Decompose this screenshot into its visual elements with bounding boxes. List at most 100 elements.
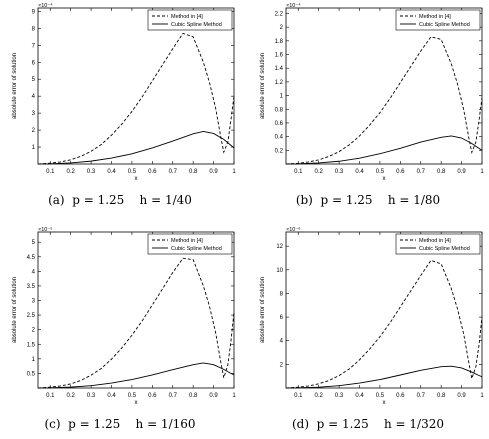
x-tick-label: 0.4 (355, 169, 364, 175)
legend-entry: Method in [4] (171, 238, 203, 244)
y-tick-label: 9 (32, 9, 36, 15)
y-tick-label: 1 (32, 357, 36, 363)
x-tick-label: 0.5 (376, 169, 385, 175)
y-tick-label: 2 (32, 328, 36, 334)
x-tick-label: 0.3 (87, 169, 96, 175)
y-tick-label: 10 (276, 268, 283, 274)
x-tick-label: 0.6 (396, 169, 405, 175)
y-tick-label: 0.8 (275, 107, 284, 113)
legend-entry: Cubic Spline Method (419, 22, 470, 28)
caption-d: (d) p = 1.25 h = 1/320 (291, 417, 444, 431)
chart-a: 0.1 0.2 0.3 0.4 0.5 0.6 0.7 0.8 0.9 1 1 2 3 4 5 6 7 8 9×10… (12, 2, 236, 182)
series-line-cubic-spline (285, 135, 483, 165)
x-axis-label: x (135, 176, 138, 182)
y-tick-label: 1 (32, 145, 36, 151)
chart-b: 0.1 0.2 0.3 0.4 0.5 0.6 0.7 0.8 0.9 1 0.2 0.4 0.6 0.8… (260, 2, 484, 182)
x-tick-label: 0.4 (355, 393, 364, 399)
x-tick-label: 0.7 (169, 169, 178, 175)
x-tick-label: 0.2 (66, 169, 75, 175)
x-tick-label: 0.5 (376, 393, 385, 399)
y-tick-label: 0.4 (275, 135, 284, 141)
legend-entry: Cubic Spline Method (171, 22, 222, 28)
legend-box (147, 9, 233, 31)
y-tick-label: 4 (32, 94, 36, 100)
x-tick-label: 0.2 (66, 393, 75, 399)
y-axis-label: absolute error of solution (12, 53, 18, 119)
caption-b: (b) p = 1.25 h = 1/80 (295, 193, 441, 207)
x-tick-label: 0.3 (335, 393, 344, 399)
plot-frame (37, 7, 235, 165)
legend-box (395, 233, 481, 255)
panel-d: 0.1 0.2 0.3 0.4 0.5 0.6 0.7 0.8 0.9 1 2 4 6 8 10 12 ×10⁻… (248, 224, 488, 439)
exponent-label: ×10⁻⁶ (286, 226, 301, 233)
x-tick-label: 0.1 (294, 393, 303, 399)
caption-c: (c) p = 1.25 h = 1/160 (44, 417, 196, 431)
y-axis-label: absolute error of solution (260, 277, 266, 343)
y-tick-label: 1.2 (275, 80, 284, 86)
x-tick-label: 0.2 (314, 393, 323, 399)
plot-frame (285, 231, 483, 389)
y-tick-label: 1.6 (275, 53, 284, 59)
y-tick-label: 2 (32, 128, 36, 134)
x-tick-label: 0.7 (417, 169, 426, 175)
series-line-method4 (285, 36, 483, 165)
chart-c: 0.1 0.2 0.3 0.4 0.5 0.6 0.7 0.8 0.9 1 0.5 1 1.5 2 2.5 3… (12, 226, 236, 406)
y-tick-label: 0.5 (27, 371, 36, 377)
plot-frame (285, 7, 483, 165)
y-tick-label: 1.5 (27, 342, 36, 348)
y-tick-label: 3 (32, 111, 36, 117)
x-tick-label: 0.8 (437, 169, 446, 175)
panel-b: 0.1 0.2 0.3 0.4 0.5 0.6 0.7 0.8 0.9 1 0.2 0.4 0.6 0.8… (248, 0, 488, 215)
x-tick-label: 0.9 (457, 393, 466, 399)
x-tick-label: 0.1 (46, 393, 55, 399)
x-tick-label: 0.3 (335, 169, 344, 175)
y-tick-label: 8 (32, 26, 36, 32)
y-tick-label: 5 (32, 240, 36, 246)
y-tick-label: 2.2 (275, 11, 284, 17)
x-tick-label: 0.8 (189, 393, 198, 399)
legend-entry: Method in [4] (419, 14, 451, 20)
x-tick-label: 0.3 (87, 393, 96, 399)
x-tick-label: 1 (232, 393, 236, 399)
series-line-method4 (37, 32, 235, 165)
x-axis-label: x (383, 400, 386, 406)
legend-entry: Method in [4] (171, 14, 203, 20)
series-line-method4 (285, 259, 483, 389)
y-tick-label: 4 (280, 339, 284, 345)
y-tick-label: 4.5 (27, 255, 36, 261)
x-tick-label: 0.1 (46, 169, 55, 175)
y-tick-label: 7 (32, 43, 36, 49)
series-line-cubic-spline (37, 362, 235, 389)
x-tick-label: 0.9 (209, 169, 218, 175)
legend-entry: Cubic Spline Method (171, 246, 222, 252)
x-tick-label: 1 (480, 169, 484, 175)
plot-frame (37, 231, 235, 389)
y-tick-label: 3 (32, 299, 36, 305)
x-tick-label: 0.6 (396, 393, 405, 399)
x-axis-label: x (383, 176, 386, 182)
y-tick-label: 8 (280, 291, 284, 297)
x-tick-label: 0.9 (457, 169, 466, 175)
y-tick-label: 2.5 (27, 313, 36, 319)
x-tick-label: 0.2 (314, 169, 323, 175)
x-tick-label: 0.9 (209, 393, 218, 399)
y-tick-label: 6 (32, 60, 36, 66)
y-tick-label: 0.6 (275, 121, 284, 127)
chart-d: 0.1 0.2 0.3 0.4 0.5 0.6 0.7 0.8 0.9 124681012×10⁻… (260, 226, 484, 406)
y-tick-label: 0.2 (275, 148, 284, 154)
x-tick-label: 0.8 (189, 169, 198, 175)
x-tick-label: 0.1 (294, 169, 303, 175)
x-tick-label: 0.6 (148, 169, 157, 175)
x-axis-label: x (135, 400, 138, 406)
x-tick-label: 0.6 (148, 393, 157, 399)
exponent-label: ×10⁻⁵ (38, 226, 53, 233)
x-tick-label: 0.7 (169, 393, 178, 399)
y-tick-label: 2 (280, 362, 284, 368)
legend-box (395, 9, 481, 31)
y-tick-label: 1 (280, 94, 284, 100)
x-tick-label: 0.4 (107, 393, 116, 399)
y-tick-label: 1.8 (275, 39, 284, 45)
exponent-label: ×10⁻⁴ (286, 2, 301, 9)
legend-entry: Cubic Spline Method (419, 246, 470, 252)
legend-box (147, 233, 233, 255)
